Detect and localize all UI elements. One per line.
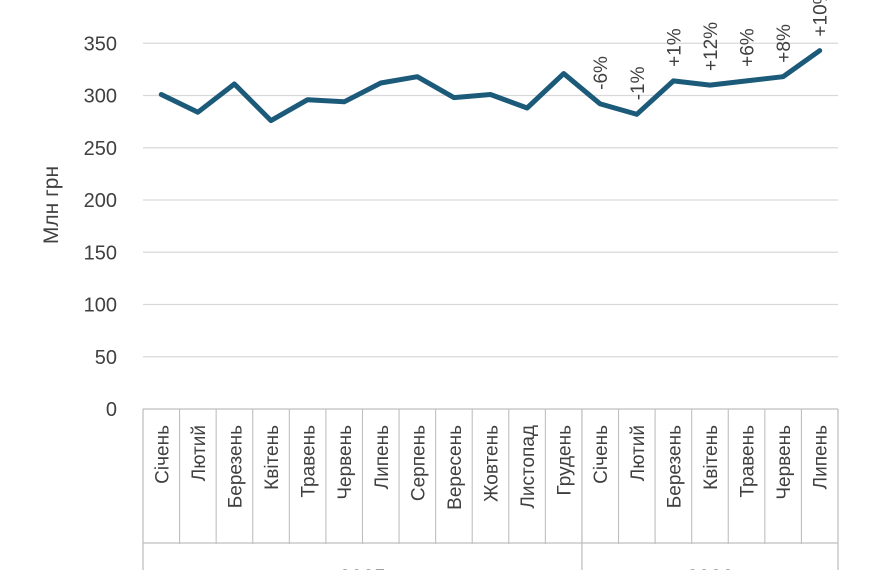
series-line — [158, 48, 823, 124]
x-tick-label: Вересень — [445, 425, 466, 510]
y-tick-label: 400 — [84, 0, 117, 3]
x-tick-label: Лютий — [189, 425, 210, 481]
data-label: +12% — [701, 22, 722, 71]
y-tick-label: 350 — [84, 33, 117, 55]
data-label: -1% — [628, 66, 649, 100]
data-annotations: -6% -1% +1% +12% +6% +8% +10% — [591, 0, 831, 100]
x-tick-label: Травень — [738, 425, 759, 498]
x-tick-label: Березень — [664, 425, 685, 508]
data-label: -6% — [591, 56, 612, 90]
y-tick-label: 100 — [84, 295, 117, 317]
data-label: +8% — [774, 24, 795, 63]
x-tick-label: Грудень — [555, 425, 576, 496]
x-tick-label: Січень — [152, 425, 173, 484]
x-tick-label: Липень — [372, 425, 393, 489]
x-tick-label: Квітень — [262, 425, 283, 490]
group-label: 2025 — [339, 566, 386, 570]
x-tick-label: Лютий — [628, 425, 649, 481]
data-label: +6% — [738, 28, 759, 67]
x-tick-label: Травень — [299, 425, 320, 498]
gridlines — [143, 42, 838, 358]
x-tick-label: Жовтень — [482, 425, 503, 502]
x-tick-label: Січень — [591, 425, 612, 484]
y-tick-label: 150 — [84, 242, 117, 264]
x-tick-label: Червень — [774, 425, 795, 500]
y-tick-label: 50 — [95, 347, 117, 369]
x-axis-group-labels: 2025 2026 — [339, 566, 734, 575]
x-tick-label: Березень — [225, 425, 246, 508]
y-tick-label: 0 — [106, 399, 117, 421]
x-tick-label: Квітень — [701, 425, 722, 490]
y-tick-label: 200 — [84, 190, 117, 212]
y-tick-label: 300 — [84, 86, 117, 108]
y-axis-tick-labels: 0 50 100 150 200 250 300 350 400 — [84, 0, 117, 421]
group-label: 2026 — [687, 566, 734, 570]
series-line-layer — [158, 48, 823, 124]
data-label: +1% — [664, 28, 685, 67]
x-tick-label: Листопад — [518, 425, 539, 509]
x-tick-label: Червень — [335, 425, 356, 500]
x-tick-label: Серпень — [408, 425, 429, 501]
x-axis-frame — [142, 408, 839, 570]
x-axis-tick-labels: Січень Лютий Березень Квітень Травень Червень… — [152, 425, 831, 510]
y-tick-label: 250 — [84, 138, 117, 160]
data-label: +10% — [811, 0, 832, 37]
x-tick-label: Липень — [811, 425, 832, 489]
y-axis-label: Млн грн — [40, 166, 63, 244]
